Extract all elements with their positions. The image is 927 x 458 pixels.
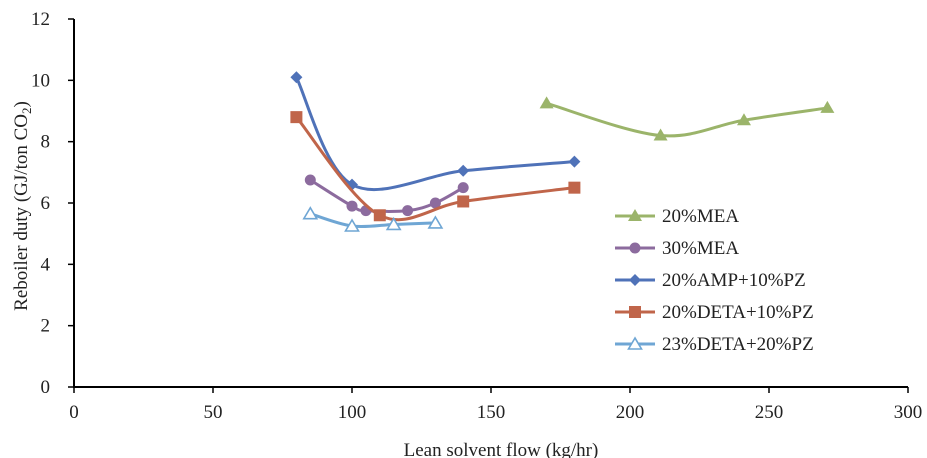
series-line xyxy=(545,101,829,138)
data-point xyxy=(290,111,303,124)
x-tick-label: 300 xyxy=(894,402,923,423)
data-point xyxy=(568,155,581,168)
y-tick-label: 12 xyxy=(31,9,50,30)
x-tick-label: 150 xyxy=(477,402,506,423)
series-line xyxy=(294,75,576,192)
data-point xyxy=(568,181,581,194)
data-point xyxy=(344,218,360,232)
legend-item: 20%AMP+10%PZ xyxy=(615,270,806,291)
x-tick-label: 100 xyxy=(338,402,367,423)
legend-marker xyxy=(627,336,643,350)
y-tick-label: 4 xyxy=(41,254,51,275)
data-point xyxy=(539,96,554,109)
data-point xyxy=(457,182,469,194)
y-axis-title-main: Reboiler duty (GJ/ton CO xyxy=(11,114,32,311)
data-point xyxy=(820,100,835,113)
y-tick-label: 0 xyxy=(41,377,51,398)
x-tick-label: 200 xyxy=(616,402,645,423)
data-point xyxy=(653,128,668,141)
data-point xyxy=(385,216,402,231)
series-3 xyxy=(290,71,581,192)
y-axis-title: Reboiler duty (GJ/ton CO2) xyxy=(11,101,34,311)
legend-marker xyxy=(629,274,641,286)
data-point xyxy=(304,174,316,186)
y-axis-title-close: ) xyxy=(11,101,32,107)
x-axis-title: Lean solvent flow (kg/hr) xyxy=(404,440,599,458)
series-2 xyxy=(304,174,469,217)
legend-label: 23%DETA+20%PZ xyxy=(662,334,814,355)
series-line xyxy=(308,212,437,229)
y-tick-label: 8 xyxy=(41,132,51,153)
data-point xyxy=(457,164,470,177)
axes: 0 2 4 6 8 10 12 0 50 100 150 200 250 300 xyxy=(31,9,922,423)
legend-marker xyxy=(629,242,641,254)
series-1 xyxy=(539,96,835,141)
data-point xyxy=(736,113,751,126)
legend-label: 30%MEA xyxy=(662,238,739,259)
y-tick-label: 10 xyxy=(31,70,50,91)
legend-item: 20%DETA+10%PZ xyxy=(615,302,814,323)
legend-label: 20%MEA xyxy=(662,206,739,227)
y-tick-label: 6 xyxy=(41,193,51,214)
x-tick-label: 0 xyxy=(69,402,79,423)
y-axis-title-subscript: 2 xyxy=(19,107,34,114)
x-tick-label: 250 xyxy=(755,402,784,423)
x-tick-label: 50 xyxy=(204,402,223,423)
y-tick-label: 2 xyxy=(41,316,51,337)
legend-item: 23%DETA+20%PZ xyxy=(615,334,814,355)
legend-item: 20%MEA xyxy=(615,206,739,227)
data-point xyxy=(290,71,303,84)
legend-label: 20%DETA+10%PZ xyxy=(662,302,814,323)
data-point xyxy=(302,206,319,220)
series-5 xyxy=(302,206,444,232)
legend-item: 30%MEA xyxy=(615,238,739,259)
series-4 xyxy=(290,111,581,222)
legend-marker xyxy=(628,209,642,221)
series-line xyxy=(294,115,576,222)
legend: 20%MEA 30%MEA 20%AMP+10%PZ 20%DETA+10%PZ 23%… xyxy=(615,206,814,355)
data-point xyxy=(346,200,358,212)
series-layer xyxy=(290,71,835,232)
data-point xyxy=(373,209,386,222)
data-point xyxy=(429,197,441,209)
data-point xyxy=(402,205,414,217)
legend-marker xyxy=(629,306,641,318)
data-point xyxy=(457,195,470,208)
data-point xyxy=(427,215,444,229)
legend-label: 20%AMP+10%PZ xyxy=(662,270,806,291)
